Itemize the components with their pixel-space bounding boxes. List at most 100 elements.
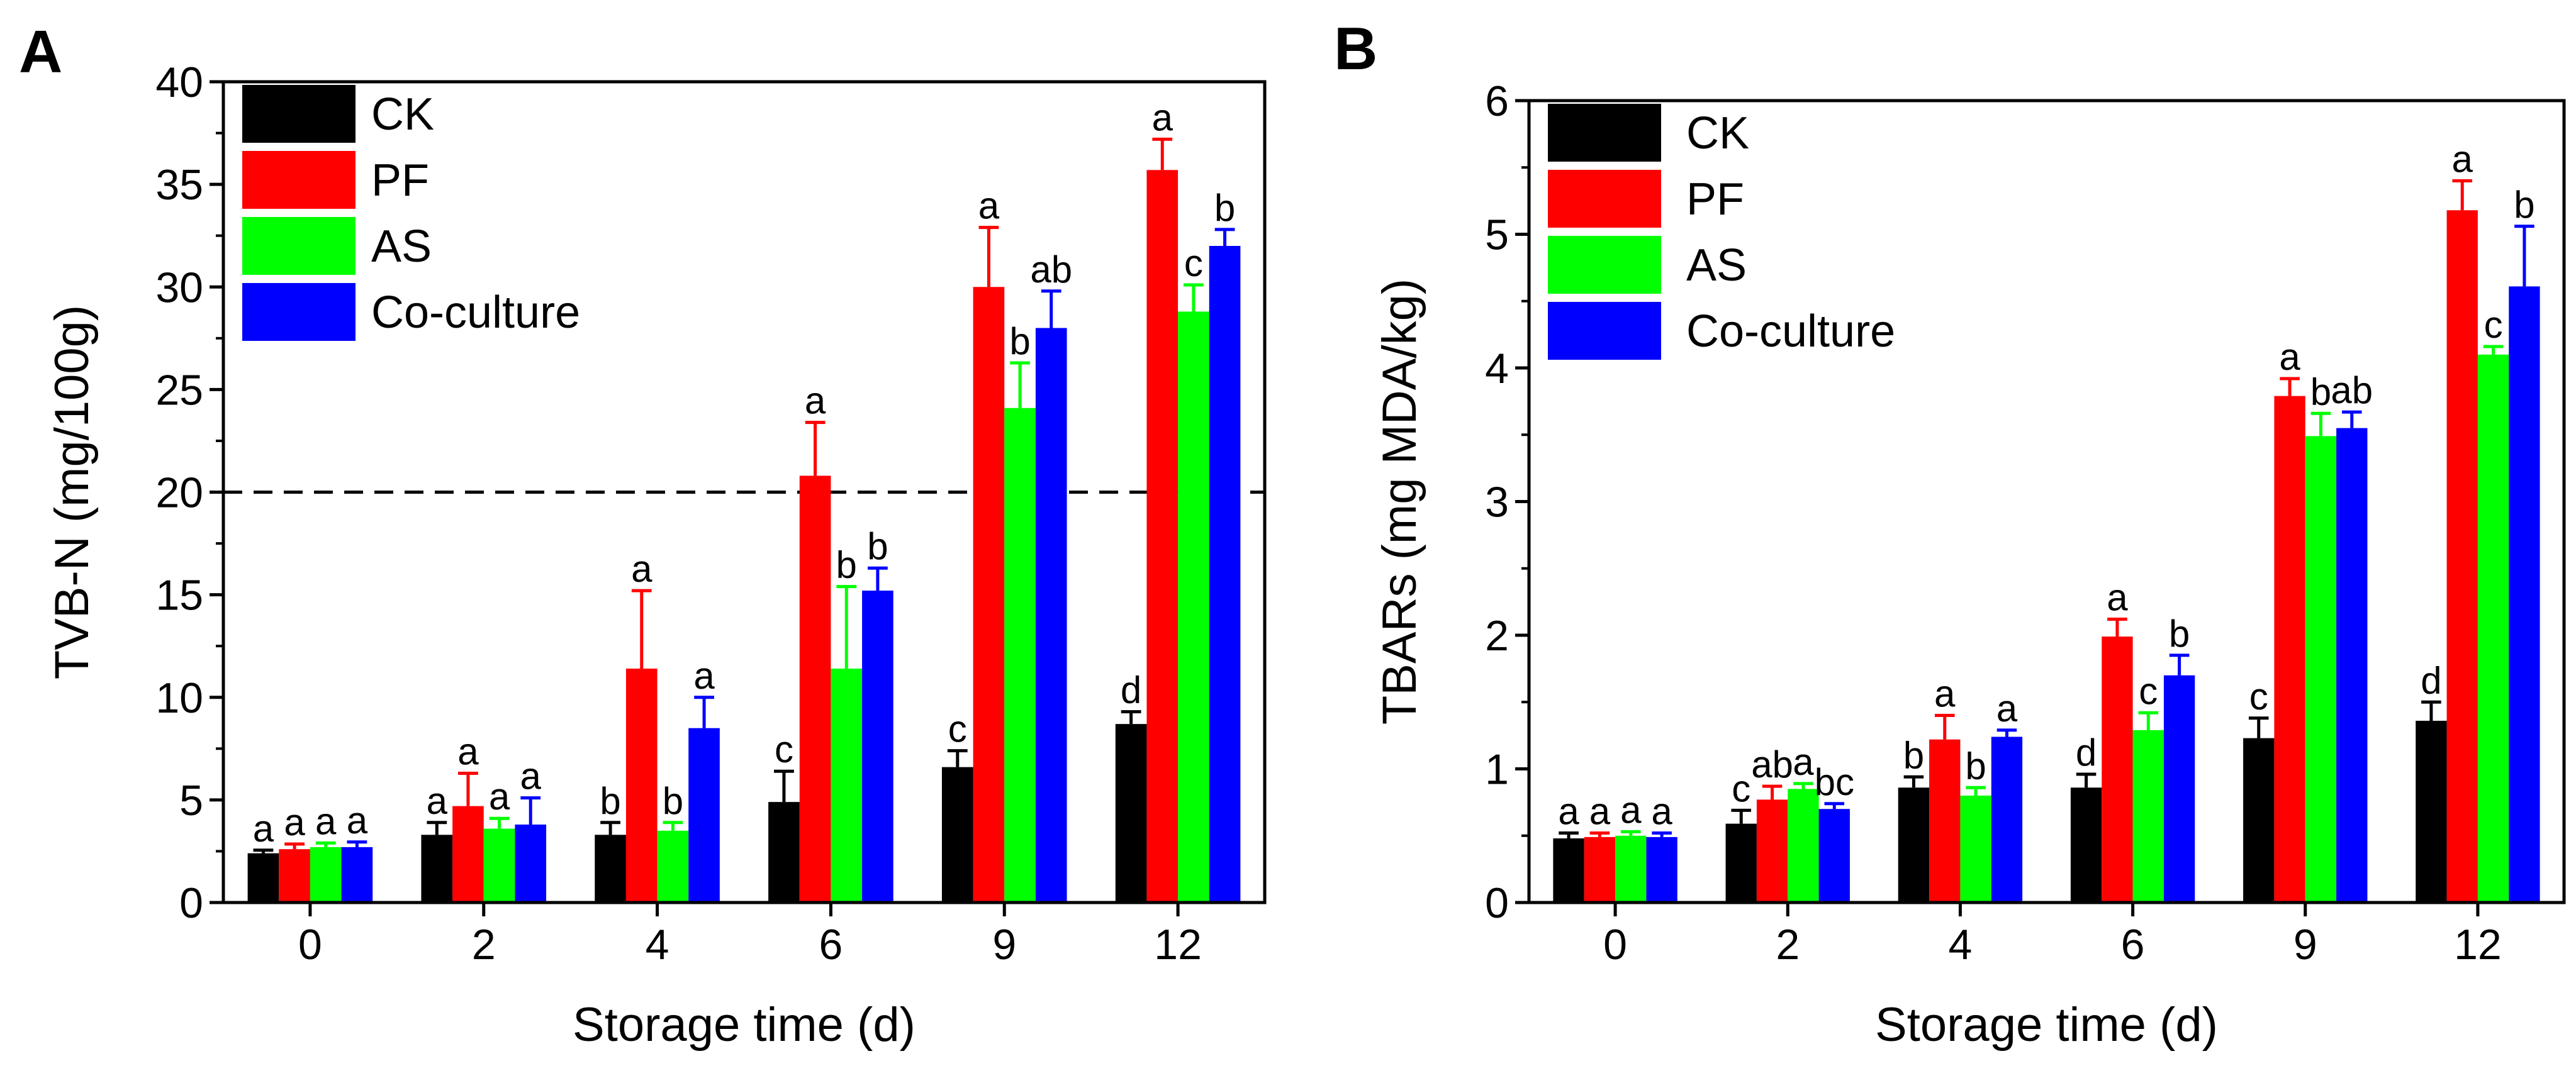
significance-label: c bbox=[1184, 242, 1203, 284]
y-tick-label: 5 bbox=[179, 777, 203, 825]
y-tick-label: 35 bbox=[155, 161, 203, 209]
legend-swatch bbox=[242, 85, 356, 143]
x-tick-label: 12 bbox=[1154, 921, 1202, 969]
significance-label: c bbox=[775, 728, 793, 770]
bar-co-culture bbox=[688, 728, 720, 903]
significance-label: b bbox=[2169, 613, 2190, 655]
significance-label: d bbox=[2076, 731, 2097, 774]
x-tick-label: 6 bbox=[819, 921, 843, 969]
significance-label: a bbox=[284, 801, 305, 843]
significance-label: a bbox=[2107, 577, 2128, 619]
y-tick-label: 30 bbox=[155, 264, 203, 311]
x-tick-label: 9 bbox=[992, 921, 1016, 969]
significance-label: b bbox=[867, 525, 888, 567]
bar-as bbox=[657, 830, 689, 903]
bar-as bbox=[2132, 730, 2164, 903]
x-tick-label: 9 bbox=[2293, 921, 2317, 969]
significance-label: a bbox=[2279, 336, 2300, 378]
bar-co-culture bbox=[515, 825, 547, 903]
bar-as bbox=[1004, 408, 1036, 903]
bar-ck bbox=[421, 835, 453, 903]
bar-as bbox=[1615, 835, 1647, 903]
bar-as bbox=[483, 828, 515, 903]
legend-label: CK bbox=[371, 89, 434, 140]
legend-label: AS bbox=[371, 221, 432, 272]
bar-as bbox=[1788, 789, 1819, 903]
bar-co-culture bbox=[1991, 736, 2023, 903]
significance-label: a bbox=[1934, 673, 1956, 715]
bar-ck bbox=[768, 802, 800, 903]
bar-pf bbox=[1584, 836, 1616, 903]
y-tick-label: 10 bbox=[155, 674, 203, 722]
y-axis-title: TBARs (mg MDA/kg) bbox=[1373, 279, 1426, 725]
significance-label: c bbox=[1732, 767, 1750, 809]
significance-label: a bbox=[253, 808, 274, 850]
bar-pf bbox=[452, 806, 484, 903]
bar-co-culture bbox=[1646, 836, 1677, 903]
significance-label: c bbox=[2249, 675, 2268, 718]
x-tick-label: 2 bbox=[472, 921, 496, 969]
x-axis-title: Storage time (d) bbox=[1875, 998, 2218, 1052]
x-tick-label: 0 bbox=[298, 921, 322, 969]
significance-label: b bbox=[1903, 734, 1924, 776]
y-tick-label: 15 bbox=[155, 572, 203, 620]
bar-pf bbox=[973, 287, 1005, 903]
bar-co-culture bbox=[2509, 286, 2540, 903]
panel-letter: B bbox=[1334, 15, 1377, 82]
significance-label: a bbox=[1152, 96, 1173, 138]
x-tick-label: 12 bbox=[2454, 921, 2502, 969]
x-tick-label: 4 bbox=[1949, 921, 1973, 969]
significance-label: c bbox=[948, 708, 967, 750]
bar-co-culture bbox=[341, 847, 373, 903]
y-tick-label: 6 bbox=[1485, 77, 1509, 125]
legend-label: PF bbox=[371, 155, 429, 206]
x-tick-label: 4 bbox=[646, 921, 669, 969]
bar-as bbox=[2477, 354, 2509, 903]
significance-label: a bbox=[315, 800, 337, 842]
y-tick-label: 40 bbox=[155, 58, 203, 106]
significance-label: a bbox=[2452, 138, 2473, 181]
legend-swatch bbox=[1548, 302, 1661, 360]
significance-label: a bbox=[1793, 741, 1814, 783]
significance-label: a bbox=[1651, 791, 1672, 833]
bar-as bbox=[2305, 436, 2337, 903]
bar-pf bbox=[2446, 210, 2478, 903]
significance-label: a bbox=[1558, 791, 1579, 833]
bar-co-culture bbox=[1035, 328, 1067, 903]
x-tick-label: 6 bbox=[2121, 921, 2145, 969]
bar-ck bbox=[2070, 787, 2102, 903]
bar-co-culture bbox=[1209, 246, 1241, 903]
significance-label: a bbox=[1620, 789, 1642, 831]
y-tick-label: 0 bbox=[179, 879, 203, 927]
bar-as bbox=[831, 669, 863, 903]
bar-ck bbox=[1898, 787, 1930, 903]
legend-swatch bbox=[1548, 236, 1661, 294]
bar-pf bbox=[1756, 799, 1788, 903]
y-tick-label: 20 bbox=[155, 469, 203, 517]
x-tick-label: 0 bbox=[1603, 921, 1627, 969]
legend-label: AS bbox=[1686, 240, 1747, 291]
legend-swatch bbox=[1548, 104, 1661, 162]
bar-ck bbox=[1115, 724, 1147, 903]
bar-as bbox=[1178, 311, 1209, 903]
bar-pf bbox=[1929, 739, 1961, 903]
bar-ck bbox=[941, 767, 973, 903]
bar-co-culture bbox=[2163, 675, 2195, 903]
significance-label: a bbox=[978, 185, 1000, 227]
significance-label: b bbox=[1965, 745, 1986, 787]
legend-swatch bbox=[242, 283, 356, 341]
bar-co-culture bbox=[862, 591, 893, 903]
x-tick-label: 2 bbox=[1776, 921, 1800, 969]
bar-co-culture bbox=[1818, 809, 1850, 903]
panel-letter: A bbox=[19, 18, 62, 86]
significance-label: b bbox=[2514, 184, 2534, 226]
bar-ck bbox=[2243, 738, 2275, 903]
significance-label: c bbox=[2139, 670, 2158, 712]
significance-label: d bbox=[2421, 659, 2441, 701]
plot-frame bbox=[221, 80, 1267, 904]
legend-swatch bbox=[1548, 170, 1661, 228]
bar-pf bbox=[1146, 170, 1179, 903]
legend-swatch bbox=[242, 217, 356, 275]
